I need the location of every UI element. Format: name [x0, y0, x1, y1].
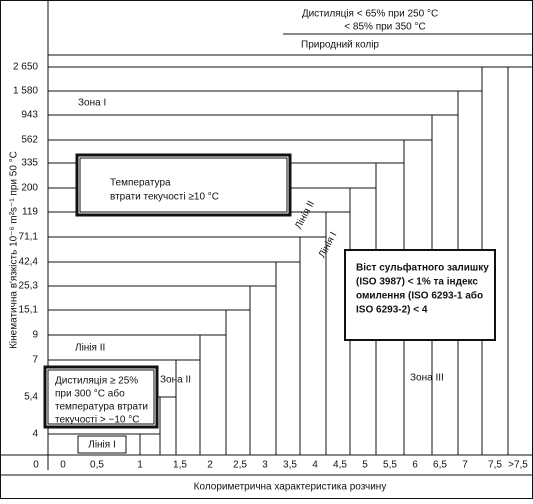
region-label: Зона III — [410, 373, 444, 384]
x-tick-label: 5,5 — [383, 460, 397, 471]
x-tick-label: 0,5 — [90, 460, 104, 471]
distillation-box — [43, 365, 159, 429]
y-tick-label: 2 650 — [13, 62, 38, 73]
region-label: Лінія II — [293, 199, 317, 231]
line1-box — [77, 435, 127, 454]
x-tick-label: 3 — [262, 460, 268, 471]
y-tick-label: 9 — [32, 330, 38, 341]
box-text: ISO 6293-2) < 4 — [356, 305, 428, 316]
sulfate-box — [344, 249, 496, 341]
region-label: Лінія II — [75, 343, 105, 354]
box-text: температура втрати — [55, 402, 148, 413]
y-tick-label: 71,1 — [19, 232, 39, 243]
y-tick-label: 5,4 — [24, 392, 38, 403]
y-zero: 0 — [33, 460, 39, 471]
y-tick-label: 943 — [21, 110, 38, 121]
y-tick-label: 119 — [22, 207, 38, 218]
x-tick-label: 7,5 — [488, 460, 502, 471]
y-tick-label: 200 — [21, 183, 38, 194]
distillation-box-inner — [47, 369, 155, 425]
x-tick-label: 7 — [462, 460, 468, 471]
x-tick-label: 3,5 — [283, 460, 297, 471]
box-text: омилення (ISO 6293-1 або — [356, 290, 483, 302]
box-text: (ISO 3987) < 1% та індекс — [356, 277, 478, 288]
x-tick-label: 1,5 — [173, 460, 187, 471]
y-tick-label: 15,1 — [19, 305, 39, 316]
box-text: втрати текучості ≥10 °C — [110, 192, 219, 203]
region-label: Зона I — [78, 98, 106, 109]
region-label: Зона II — [160, 375, 191, 386]
y-tick-label: 25,3 — [19, 281, 39, 292]
box-text: Температура — [110, 178, 171, 189]
header-text: Дистиляція < 65% при 250 °C — [302, 9, 438, 20]
x-tick-label: 0 — [60, 460, 66, 471]
y-tick-label: 4 — [32, 429, 38, 440]
box-text: Віст сульфатного залишку — [356, 262, 489, 274]
box-text: текучості > −10 °C — [55, 415, 139, 426]
region-label: Лінія I — [317, 230, 340, 259]
pour-point-box-inner — [79, 157, 288, 213]
x-tick-label: 6 — [412, 460, 418, 471]
x-axis-title: Колориметрична характеристика розчину — [194, 482, 387, 493]
region-label: Лінія I — [88, 440, 116, 451]
y-tick-label: 562 — [21, 135, 38, 146]
pour-point-box — [75, 153, 292, 217]
y-tick-label: 1 580 — [13, 86, 38, 97]
y-axis-title: Кінематична в'язкість 10⁻⁶ m²s⁻¹ при 50 … — [9, 151, 20, 349]
y-tick-label: 42,4 — [19, 257, 39, 268]
header-text: < 85% при 350 °C — [344, 22, 425, 33]
x-tick-label: 2,5 — [233, 460, 247, 471]
box-text: Дистиляція ≥ 25% — [55, 376, 138, 387]
y-tick-label: 335 — [21, 158, 38, 169]
x-tick-label: 5 — [362, 460, 368, 471]
x-tick-label: 6,5 — [433, 460, 447, 471]
y-tick-label: 7 — [32, 355, 38, 366]
box-text: при 300 °C або — [55, 388, 125, 400]
x-tick-label: 2 — [207, 460, 213, 471]
x-tick-label: 4 — [312, 460, 318, 471]
header-text: Природний колір — [301, 40, 379, 51]
x-tick-label: 1 — [137, 460, 143, 471]
x-tick-label: 4,5 — [333, 460, 347, 471]
x-tick-label: >7,5 — [508, 460, 528, 471]
